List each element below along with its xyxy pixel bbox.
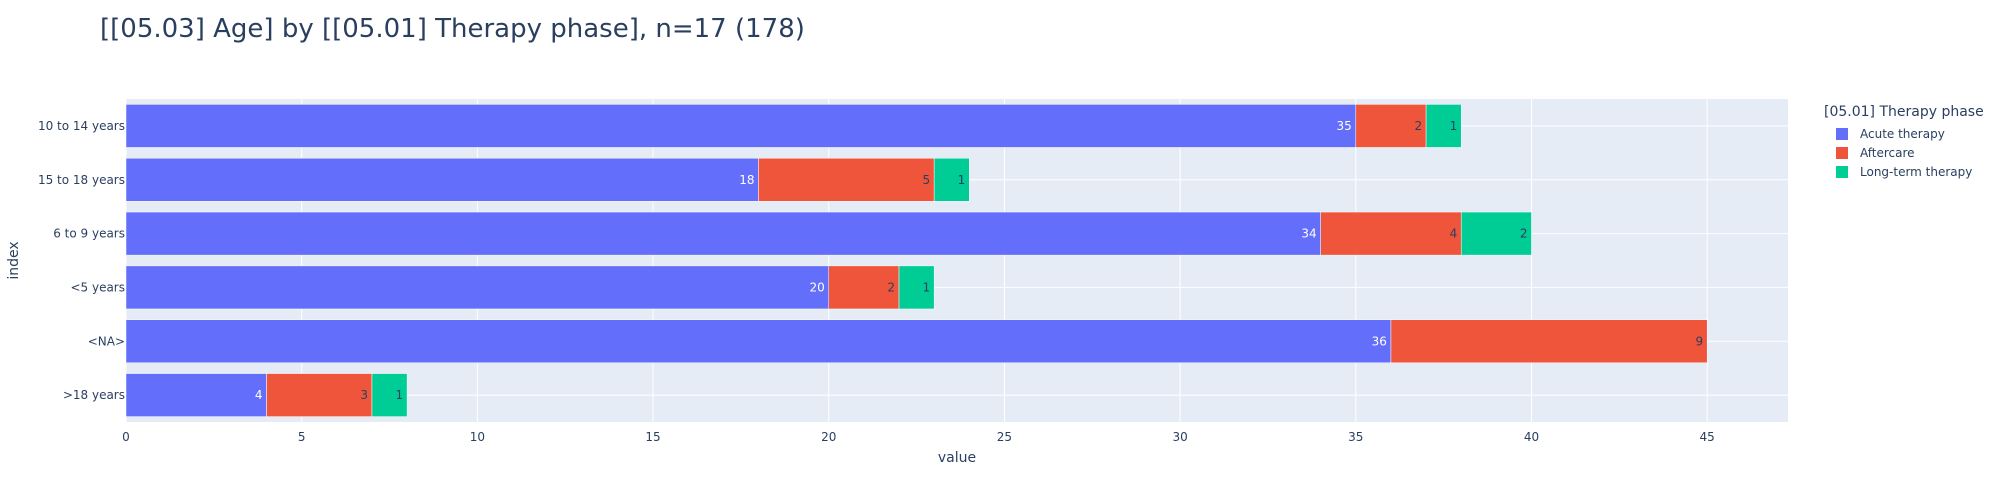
- bar-segment[interactable]: [125, 104, 1357, 148]
- bar-segment[interactable]: [828, 265, 900, 310]
- x-tick-label: 40: [1524, 430, 1539, 444]
- legend-item-long-term-therapy[interactable]: Long-term therapy: [1824, 162, 1984, 181]
- legend-label: Aftercare: [1860, 145, 1915, 160]
- legend-swatch: [1836, 146, 1848, 159]
- y-tick-label: 15 to 18 years: [38, 173, 125, 187]
- y-tick-label: >18 years: [63, 388, 125, 402]
- x-tick-label: 15: [645, 430, 660, 444]
- bar-value-label: 4: [1450, 227, 1458, 241]
- bar-segment[interactable]: [758, 157, 935, 202]
- y-axis-title: index: [6, 241, 22, 279]
- bar-value-label: 1: [395, 388, 403, 402]
- bar-value-label: 2: [1520, 227, 1528, 241]
- bar-value-label: 1: [958, 173, 966, 187]
- bar-segment[interactable]: [125, 157, 759, 202]
- x-tick-label: 35: [1348, 430, 1363, 444]
- y-axis-ticks: 10 to 14 years 15 to 18 years 6 to 9 years…: [38, 119, 125, 402]
- x-tick-label: 20: [821, 430, 836, 444]
- bar-segment[interactable]: [1320, 211, 1462, 256]
- bar-value-label: 18: [739, 173, 754, 187]
- bar-value-label: 36: [1372, 334, 1387, 348]
- bar-value-label: 20: [809, 280, 824, 294]
- x-axis-title: value: [938, 450, 976, 466]
- bar-segment[interactable]: [266, 373, 373, 417]
- bar-segment[interactable]: [125, 265, 829, 310]
- x-tick-label: 0: [122, 430, 130, 444]
- bar-value-label: 2: [887, 280, 895, 294]
- x-tick-label: 5: [298, 430, 306, 444]
- bar-segment[interactable]: [125, 319, 1392, 364]
- bar-value-label: 3: [360, 388, 368, 402]
- bar-value-label: 1: [923, 280, 931, 294]
- bar-value-label: 5: [923, 173, 931, 187]
- y-tick-label: <5 years: [70, 280, 125, 294]
- chart-title: [[05.03] Age] by [[05.01] Therapy phase]…: [100, 14, 805, 44]
- y-tick-label: 6 to 9 years: [53, 227, 125, 241]
- bar-value-label: 2: [1414, 119, 1422, 133]
- bar-segment[interactable]: [933, 157, 970, 202]
- bar-value-label: 4: [255, 388, 263, 402]
- x-tick-label: 25: [997, 430, 1012, 444]
- bar-segment[interactable]: [1425, 104, 1462, 148]
- bar-segment[interactable]: [898, 265, 935, 310]
- legend-item-aftercare[interactable]: Aftercare: [1824, 143, 1984, 162]
- bar-segment[interactable]: [1390, 319, 1708, 364]
- x-tick-label: 30: [1172, 430, 1187, 444]
- bar-value-label: 34: [1301, 227, 1316, 241]
- bar-segment[interactable]: [125, 373, 267, 417]
- bar-value-label: 35: [1337, 119, 1352, 133]
- plot-background: [126, 99, 1788, 422]
- bars: 35 2 1 18 5 1 34 4 2 20 2 1 36 9 4 3 1: [125, 104, 1708, 417]
- legend-item-acute-therapy[interactable]: Acute therapy: [1824, 124, 1984, 143]
- legend: [05.01] Therapy phase Acute therapy Afte…: [1824, 104, 1984, 181]
- x-tick-label: 45: [1700, 430, 1715, 444]
- bar-value-label: 9: [1696, 334, 1704, 348]
- bar-value-label: 1: [1450, 119, 1458, 133]
- y-tick-label: <NA>: [88, 334, 125, 348]
- legend-title: [05.01] Therapy phase: [1824, 104, 1984, 120]
- x-tick-label: 10: [470, 430, 485, 444]
- bar-segment[interactable]: [125, 211, 1321, 256]
- legend-label: Long-term therapy: [1860, 164, 1973, 179]
- legend-label: Acute therapy: [1860, 126, 1945, 141]
- legend-swatch: [1836, 127, 1848, 140]
- bar-segment[interactable]: [1460, 211, 1532, 256]
- legend-swatch: [1836, 165, 1848, 178]
- bar-segment[interactable]: [1355, 104, 1427, 148]
- y-tick-label: 10 to 14 years: [38, 119, 125, 133]
- x-axis-ticks: 0 5 10 15 20 25 30 35 40 45: [122, 430, 1715, 444]
- bar-segment[interactable]: [371, 373, 408, 417]
